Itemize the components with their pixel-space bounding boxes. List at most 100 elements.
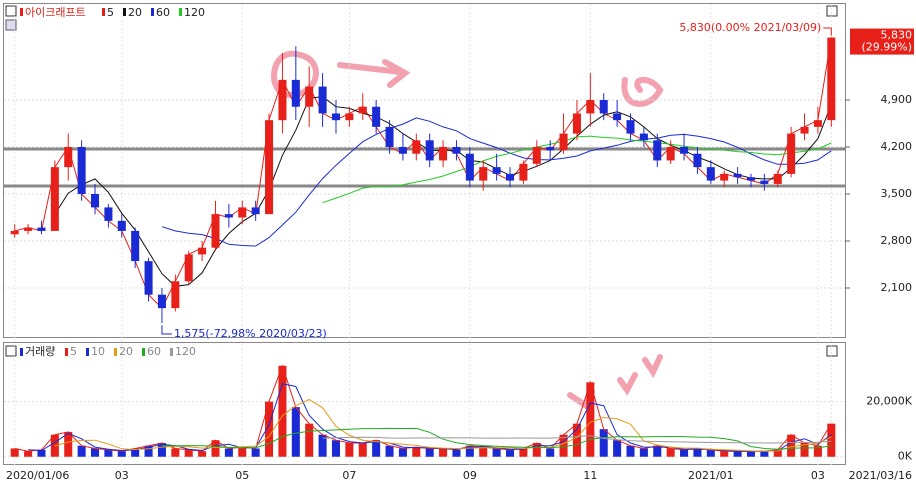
x-tick-label: 05 [235,469,249,482]
candle-body [532,147,541,164]
legend-marker [65,348,68,356]
candle-body [813,120,822,127]
candle-body [345,113,354,121]
moving-average [54,398,832,452]
candle-body [157,294,166,309]
candle-body [50,167,59,231]
volume-title: 거래량 [25,345,55,358]
legend-marker [123,8,126,16]
legend-marker [86,348,89,356]
candle-body [211,214,220,248]
candle-body [358,106,367,114]
legend-marker [151,8,154,16]
volume-bar [358,442,367,457]
y-tick-label: 4,900 [881,93,913,106]
maximize-button[interactable] [826,5,838,17]
volume-bar [586,382,595,457]
volume-bar [144,445,153,457]
maximize-button[interactable] [826,345,838,357]
close-button[interactable] [5,345,17,357]
volume-bar [184,449,193,457]
volume-bar [104,449,113,457]
candle-body [131,230,140,262]
volume-bar [559,434,568,457]
close-button[interactable] [5,5,17,17]
candle-body [318,86,327,114]
current-price: 5,830 [881,29,913,42]
price-box [850,28,914,55]
volume-bar [666,448,675,457]
annotation-arrow [823,27,832,36]
volume-bar [238,447,247,457]
volume-bar [546,448,555,457]
volume-bar [198,451,207,457]
volume-bar [265,401,274,457]
candle-body [291,79,300,107]
candle-body [760,180,769,184]
candle-body [465,153,474,181]
candle-body [24,227,33,231]
volume-bar [800,442,809,457]
volume-bar [425,448,434,457]
candle-body [37,227,46,231]
volume-bar [385,445,394,457]
moving-average [322,435,832,444]
x-tick-label: 09 [463,469,477,482]
volume-bar [613,440,622,457]
current-change: (29.99%) [861,41,912,54]
volume-bar [693,448,702,457]
candle-body [800,126,809,134]
volume-bar [224,448,233,457]
moving-average [161,117,832,247]
y-tick-label: 3,500 [881,187,913,200]
annotation-arrow [161,325,172,335]
volume-bar [117,451,126,457]
y-tick-label: 2,800 [881,234,913,247]
volume-bar [157,442,166,457]
legend-label: 5 [70,345,77,358]
volume-bar [305,423,314,457]
candle-body [305,86,314,107]
x-tick-label: 2021/03/16 [849,469,912,482]
candle-body [77,147,86,194]
volume-bar [278,365,287,457]
candle-body [412,140,421,154]
candle-body [265,120,274,215]
candle-body [693,153,702,168]
volume-bar [773,449,782,457]
max-annotation: 5,830(0.00% 2021/03/09) [679,21,821,34]
volume-bar [733,451,742,457]
volume-bar [211,440,220,457]
volume-bar [639,448,648,457]
legend-label: 60 [147,345,161,358]
volume-bar [706,449,715,457]
price-panel [3,3,846,338]
volume-bar [680,449,689,457]
candle-body [546,147,555,151]
volume-bar [827,423,836,457]
settings-button[interactable] [5,19,17,31]
volume-bar [760,451,769,457]
volume-bar [626,445,635,457]
volume-bar [291,407,300,457]
legend-marker [142,348,145,356]
volume-bar [746,451,755,457]
candle-body [613,113,622,121]
candle-body [720,173,729,181]
volume-bar [572,423,581,457]
candle-body [452,147,461,154]
x-tick-label: 11 [583,469,597,482]
candle-body [425,140,434,161]
x-tick-label: 03 [811,469,825,482]
y-tick-label: 20,000K [866,395,912,408]
candle-body [586,100,595,114]
volume-bar [37,449,46,457]
candle-body [91,193,100,208]
volume-bar [372,440,381,457]
volume-bar [412,447,421,457]
volume-bar [171,448,180,457]
volume-bar [599,429,608,457]
candle-body [492,167,501,174]
volume-bar [720,451,729,457]
